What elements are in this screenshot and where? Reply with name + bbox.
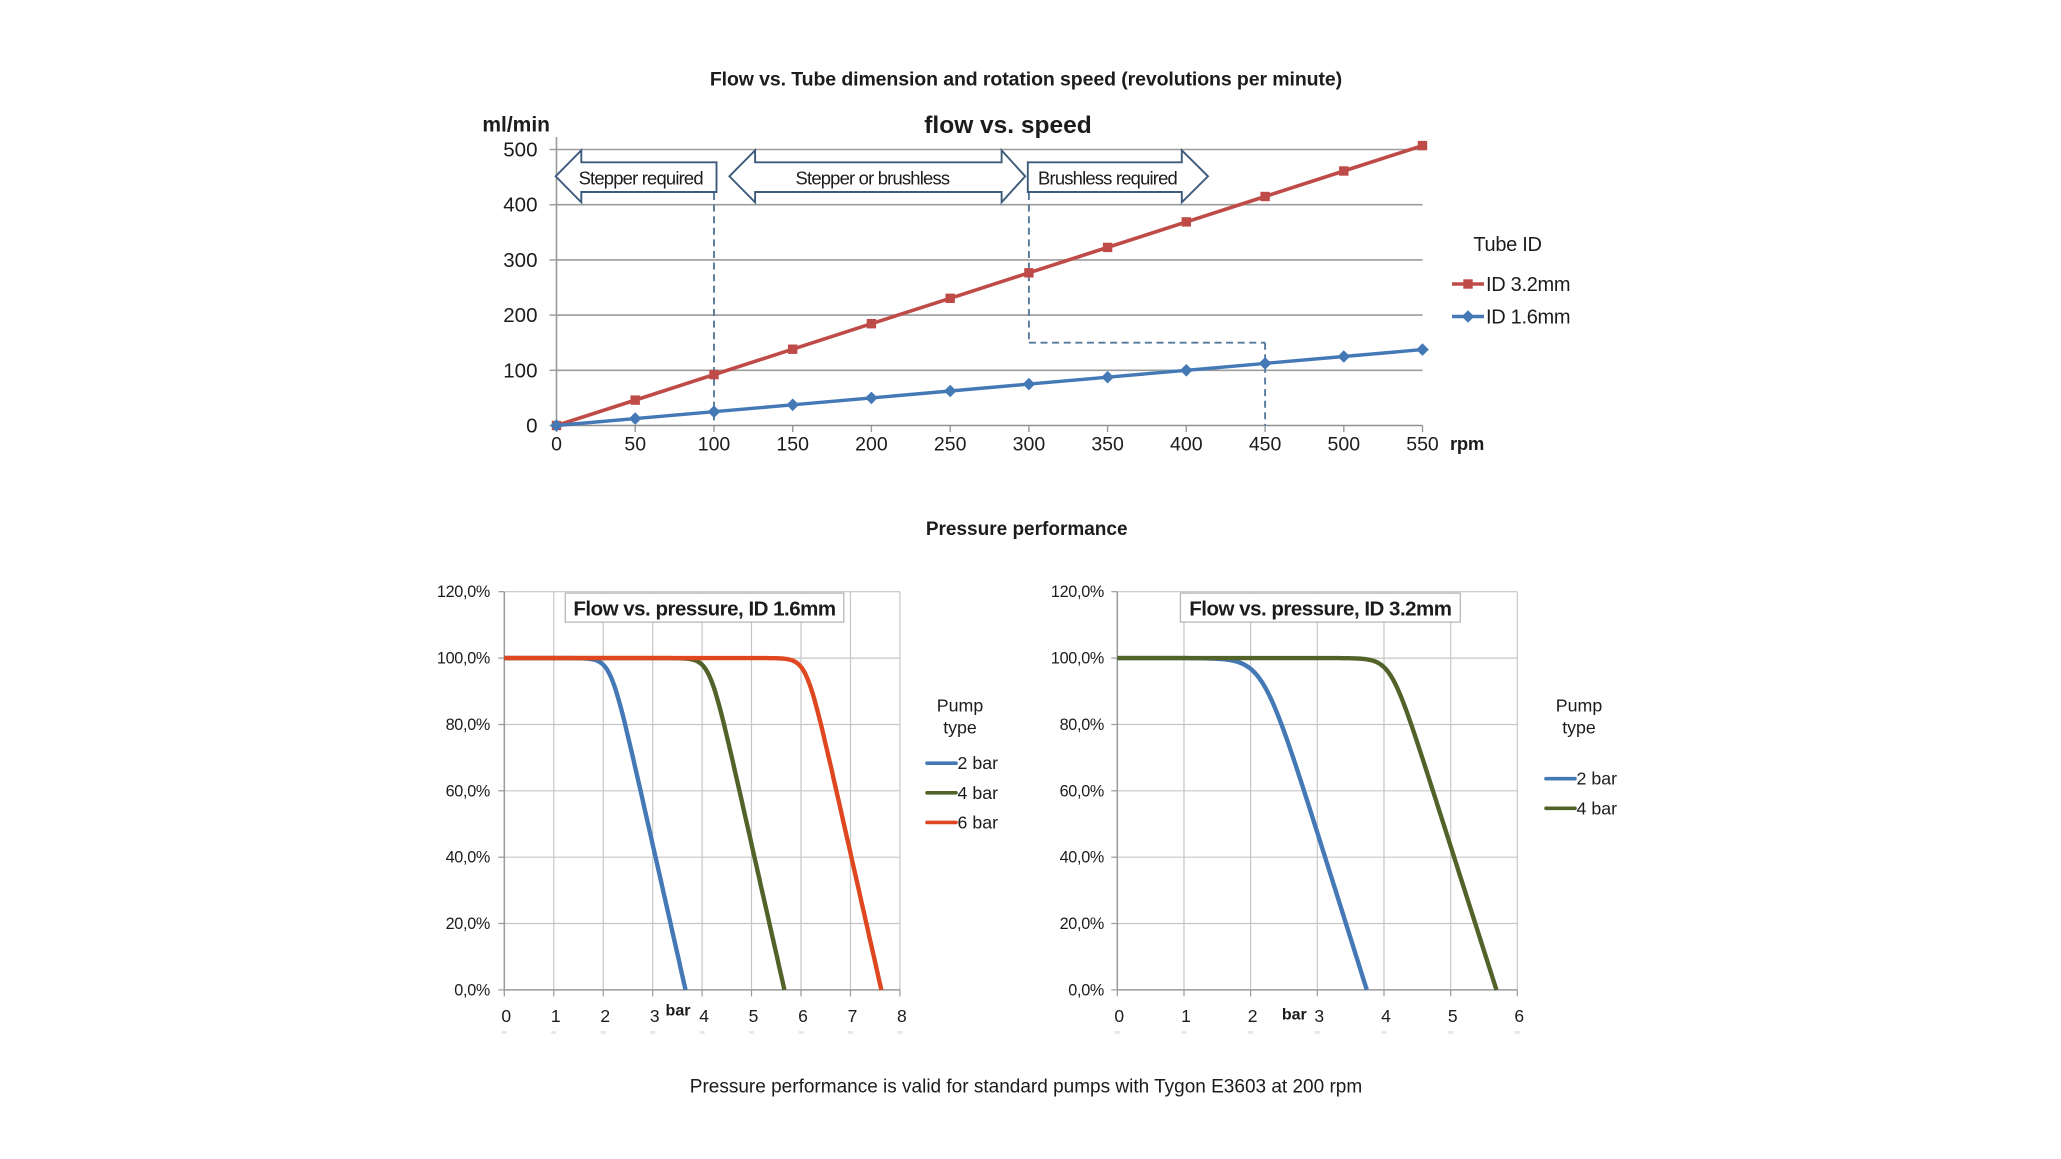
svg-text:ID 3.2mm: ID 3.2mm <box>1486 274 1570 296</box>
svg-text:100: 100 <box>698 434 731 456</box>
svg-text:4 bar: 4 bar <box>958 783 999 803</box>
svg-text:7: 7 <box>848 1006 858 1026</box>
svg-text:3: 3 <box>1314 1006 1324 1026</box>
svg-text:500: 500 <box>503 139 537 162</box>
svg-text:Brushless required: Brushless required <box>1038 167 1178 188</box>
svg-text:Flow vs. Tube dimension and ro: Flow vs. Tube dimension and rotation spe… <box>710 69 1342 91</box>
svg-text:1: 1 <box>551 1006 561 1026</box>
svg-text:0: 0 <box>551 434 562 456</box>
svg-text:400: 400 <box>503 194 537 217</box>
svg-text:flow vs. speed: flow vs. speed <box>924 112 1091 139</box>
svg-text:type: type <box>943 718 977 738</box>
svg-text:40,0%: 40,0% <box>1060 849 1104 867</box>
svg-text:6: 6 <box>798 1006 808 1026</box>
svg-text:200: 200 <box>855 434 888 456</box>
svg-text:8: 8 <box>897 1006 907 1026</box>
svg-text:Stepper or brushless: Stepper or brushless <box>796 167 950 188</box>
svg-text:2 bar: 2 bar <box>958 753 999 773</box>
svg-text:2: 2 <box>1248 1006 1258 1026</box>
svg-text:2: 2 <box>600 1006 610 1026</box>
svg-text:ml/min: ml/min <box>482 114 550 137</box>
svg-text:20,0%: 20,0% <box>446 915 490 933</box>
svg-text:Flow vs. pressure, ID 3.2mm: Flow vs. pressure, ID 3.2mm <box>1189 598 1451 621</box>
svg-text:Tube ID: Tube ID <box>1473 234 1541 256</box>
svg-text:1: 1 <box>1181 1006 1191 1026</box>
svg-text:120,0%: 120,0% <box>437 583 490 601</box>
svg-text:2 bar: 2 bar <box>1577 769 1618 789</box>
svg-text:6 bar: 6 bar <box>958 812 999 832</box>
svg-text:0,0%: 0,0% <box>1068 981 1104 999</box>
svg-text:150: 150 <box>776 434 809 456</box>
svg-text:120,0%: 120,0% <box>1051 583 1104 601</box>
svg-text:5: 5 <box>1448 1006 1458 1026</box>
svg-text:Pump: Pump <box>1556 696 1603 716</box>
svg-text:450: 450 <box>1249 434 1282 456</box>
svg-text:Pressure performance: Pressure performance <box>926 519 1128 540</box>
svg-text:550: 550 <box>1406 434 1439 456</box>
svg-text:80,0%: 80,0% <box>446 716 490 734</box>
svg-text:Pump: Pump <box>937 696 984 716</box>
svg-text:rpm: rpm <box>1450 433 1484 454</box>
svg-text:300: 300 <box>1013 434 1046 456</box>
svg-text:60,0%: 60,0% <box>1060 782 1104 800</box>
svg-text:4: 4 <box>1381 1006 1391 1026</box>
svg-text:20,0%: 20,0% <box>1060 915 1104 933</box>
svg-text:0: 0 <box>526 415 537 438</box>
svg-text:60,0%: 60,0% <box>446 782 490 800</box>
svg-text:50: 50 <box>624 434 646 456</box>
svg-text:6: 6 <box>1514 1006 1524 1026</box>
svg-text:100,0%: 100,0% <box>437 650 490 668</box>
svg-text:200: 200 <box>503 304 537 327</box>
svg-text:100: 100 <box>503 359 537 382</box>
svg-text:3: 3 <box>650 1006 660 1026</box>
svg-text:500: 500 <box>1328 434 1361 456</box>
svg-text:bar: bar <box>666 1003 691 1020</box>
svg-text:300: 300 <box>503 249 537 272</box>
svg-text:bar: bar <box>1282 1007 1307 1024</box>
svg-text:Pressure performance is valid: Pressure performance is valid for standa… <box>690 1077 1362 1098</box>
svg-text:type: type <box>1562 718 1596 738</box>
svg-text:4: 4 <box>699 1006 709 1026</box>
svg-text:ID 1.6mm: ID 1.6mm <box>1486 307 1570 329</box>
svg-text:5: 5 <box>749 1006 759 1026</box>
svg-text:40,0%: 40,0% <box>446 849 490 867</box>
svg-text:100,0%: 100,0% <box>1051 650 1104 668</box>
svg-text:0: 0 <box>501 1006 511 1026</box>
svg-text:4 bar: 4 bar <box>1577 798 1618 818</box>
svg-text:Stepper required: Stepper required <box>579 167 704 188</box>
svg-text:0,0%: 0,0% <box>454 981 490 999</box>
svg-text:350: 350 <box>1091 434 1124 456</box>
svg-text:250: 250 <box>934 434 967 456</box>
svg-text:400: 400 <box>1170 434 1203 456</box>
svg-text:80,0%: 80,0% <box>1060 716 1104 734</box>
svg-text:0: 0 <box>1114 1006 1124 1026</box>
svg-text:Flow vs. pressure, ID 1.6mm: Flow vs. pressure, ID 1.6mm <box>573 598 835 621</box>
